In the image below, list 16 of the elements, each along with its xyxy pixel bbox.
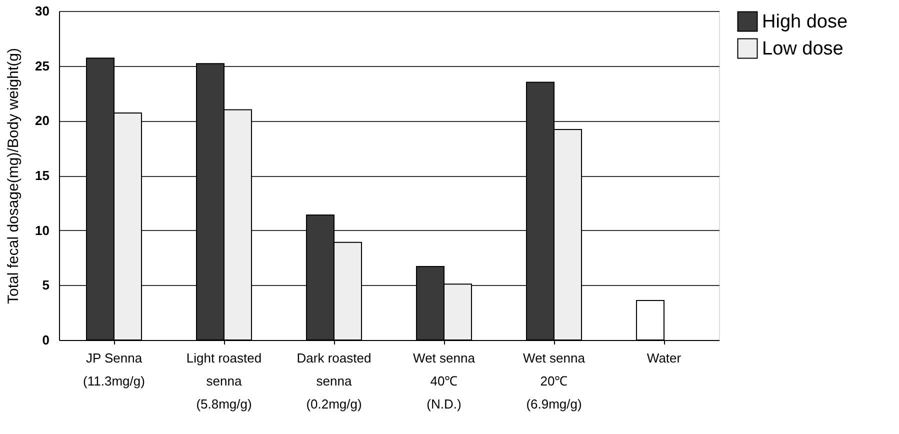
x-tick-label: Dark roasted senna (0.2mg/g) bbox=[296, 350, 372, 412]
y-tick-label: 10 bbox=[35, 222, 50, 238]
y-tick-label: 5 bbox=[42, 278, 50, 293]
y-tick-label: 30 bbox=[35, 4, 50, 18]
y-tick-label: 15 bbox=[35, 168, 50, 183]
x-tick-label: Wet senna 20℃ (6.9mg/g) bbox=[523, 350, 586, 412]
legend-label: High dose bbox=[762, 12, 848, 32]
x-tick-label: Water bbox=[646, 350, 682, 366]
x-tick-label: JP Senna (11.3mg/g) bbox=[83, 350, 145, 388]
y-tick-label: 25 bbox=[35, 58, 50, 74]
y-axis-title: Total fecal dosage(mg)/Body weight(g) bbox=[5, 48, 22, 304]
x-tick-label: Wet senna 40℃ (N.D.) bbox=[413, 350, 476, 412]
legend-label: Low dose bbox=[762, 38, 844, 60]
y-tick-label: 20 bbox=[35, 113, 50, 128]
y-tick-label: 0 bbox=[42, 332, 50, 348]
x-tick-label: Light roasted senna (5.8mg/g) bbox=[186, 350, 262, 412]
